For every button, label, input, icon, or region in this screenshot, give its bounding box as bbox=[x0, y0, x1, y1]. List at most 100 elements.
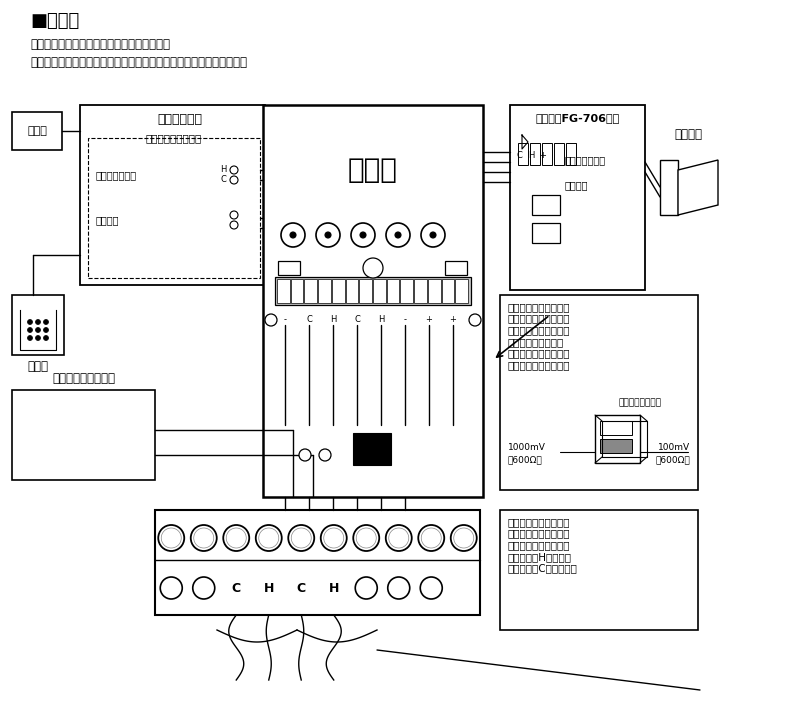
Text: C: C bbox=[297, 581, 306, 595]
Circle shape bbox=[194, 528, 214, 548]
FancyBboxPatch shape bbox=[660, 160, 678, 215]
FancyBboxPatch shape bbox=[445, 261, 467, 275]
Circle shape bbox=[319, 449, 331, 461]
Text: リモート: リモート bbox=[565, 180, 589, 190]
Circle shape bbox=[325, 232, 331, 238]
FancyBboxPatch shape bbox=[12, 112, 62, 150]
FancyBboxPatch shape bbox=[12, 295, 64, 355]
FancyBboxPatch shape bbox=[290, 279, 303, 303]
Circle shape bbox=[35, 319, 41, 324]
FancyBboxPatch shape bbox=[500, 295, 698, 490]
FancyBboxPatch shape bbox=[318, 279, 331, 303]
Circle shape bbox=[193, 577, 214, 599]
FancyBboxPatch shape bbox=[566, 143, 576, 165]
FancyBboxPatch shape bbox=[442, 279, 454, 303]
Circle shape bbox=[190, 525, 217, 551]
Text: 電話機主装置: 電話機主装置 bbox=[158, 113, 202, 126]
FancyBboxPatch shape bbox=[542, 143, 552, 165]
FancyBboxPatch shape bbox=[359, 279, 372, 303]
Text: 1000mV: 1000mV bbox=[508, 443, 546, 452]
Text: （600Ω）: （600Ω） bbox=[508, 455, 542, 464]
Text: ページング入力: ページング入力 bbox=[565, 155, 606, 165]
Text: +: + bbox=[450, 316, 457, 324]
Text: -: - bbox=[283, 316, 286, 324]
Circle shape bbox=[420, 577, 442, 599]
Text: +: + bbox=[539, 151, 546, 159]
Text: H: H bbox=[378, 316, 384, 324]
Circle shape bbox=[388, 577, 410, 599]
Text: +: + bbox=[426, 316, 433, 324]
Circle shape bbox=[43, 328, 49, 333]
FancyBboxPatch shape bbox=[532, 223, 560, 243]
FancyBboxPatch shape bbox=[428, 279, 441, 303]
Circle shape bbox=[291, 528, 311, 548]
Text: ページングユニット: ページングユニット bbox=[146, 133, 202, 143]
Circle shape bbox=[258, 528, 278, 548]
Circle shape bbox=[363, 258, 383, 278]
Polygon shape bbox=[678, 160, 718, 215]
FancyBboxPatch shape bbox=[554, 143, 564, 165]
Text: ・電話ページング放送前に予告音を鳴らす。: ・電話ページング放送前に予告音を鳴らす。 bbox=[30, 38, 170, 51]
Text: プログラムタイマー: プログラムタイマー bbox=[52, 372, 115, 385]
Circle shape bbox=[281, 223, 305, 247]
Text: H: H bbox=[220, 166, 226, 174]
Text: ・プログラムタイマーと組合せ、始業・終業時にチャイムを鳴らす。: ・プログラムタイマーと組合せ、始業・終業時にチャイムを鳴らす。 bbox=[30, 56, 247, 69]
FancyBboxPatch shape bbox=[595, 415, 640, 463]
Text: 電話局: 電話局 bbox=[27, 126, 47, 136]
FancyBboxPatch shape bbox=[530, 143, 540, 165]
Text: スピーカ: スピーカ bbox=[674, 128, 702, 141]
Text: C: C bbox=[232, 581, 241, 595]
FancyBboxPatch shape bbox=[305, 279, 317, 303]
FancyBboxPatch shape bbox=[278, 261, 300, 275]
Circle shape bbox=[230, 211, 238, 219]
Text: H: H bbox=[329, 581, 339, 595]
Circle shape bbox=[321, 525, 346, 551]
FancyBboxPatch shape bbox=[346, 279, 358, 303]
Circle shape bbox=[430, 232, 436, 238]
Circle shape bbox=[450, 525, 477, 551]
Circle shape bbox=[27, 328, 33, 333]
Circle shape bbox=[43, 319, 49, 324]
Circle shape bbox=[299, 449, 311, 461]
Text: C: C bbox=[516, 151, 522, 159]
Circle shape bbox=[158, 525, 184, 551]
FancyBboxPatch shape bbox=[414, 279, 427, 303]
Text: H: H bbox=[330, 316, 336, 324]
Circle shape bbox=[386, 223, 410, 247]
Circle shape bbox=[35, 328, 41, 333]
Circle shape bbox=[162, 528, 182, 548]
FancyBboxPatch shape bbox=[353, 433, 391, 465]
FancyBboxPatch shape bbox=[88, 138, 260, 278]
FancyBboxPatch shape bbox=[401, 279, 413, 303]
Circle shape bbox=[389, 528, 409, 548]
FancyBboxPatch shape bbox=[80, 105, 265, 285]
Circle shape bbox=[355, 577, 378, 599]
Circle shape bbox=[469, 314, 481, 326]
Circle shape bbox=[418, 525, 444, 551]
Text: アンプ（FG-706等）: アンプ（FG-706等） bbox=[535, 113, 620, 123]
FancyBboxPatch shape bbox=[600, 421, 632, 435]
Text: （600Ω）: （600Ω） bbox=[655, 455, 690, 464]
FancyBboxPatch shape bbox=[275, 277, 471, 305]
Circle shape bbox=[35, 336, 41, 341]
Circle shape bbox=[226, 528, 246, 548]
Circle shape bbox=[360, 232, 366, 238]
FancyBboxPatch shape bbox=[532, 195, 560, 215]
Circle shape bbox=[454, 528, 474, 548]
Text: -: - bbox=[403, 316, 406, 324]
Circle shape bbox=[386, 525, 412, 551]
Circle shape bbox=[230, 176, 238, 184]
Circle shape bbox=[421, 223, 445, 247]
FancyBboxPatch shape bbox=[373, 279, 386, 303]
FancyBboxPatch shape bbox=[500, 510, 698, 630]
Text: シールド線で配線して
ください。また、極性
を合わせてください。
ホット　：H（芯線）
コールド：C（外径線）: シールド線で配線して ください。また、極性 を合わせてください。 ホット ：H（… bbox=[508, 517, 578, 573]
FancyBboxPatch shape bbox=[12, 390, 155, 480]
Circle shape bbox=[43, 336, 49, 341]
Circle shape bbox=[27, 319, 33, 324]
Text: ■接続例: ■接続例 bbox=[30, 12, 79, 30]
FancyBboxPatch shape bbox=[510, 105, 645, 290]
Circle shape bbox=[395, 232, 401, 238]
FancyBboxPatch shape bbox=[277, 279, 290, 303]
Text: 制御出力: 制御出力 bbox=[96, 215, 119, 225]
Text: H: H bbox=[263, 581, 274, 595]
